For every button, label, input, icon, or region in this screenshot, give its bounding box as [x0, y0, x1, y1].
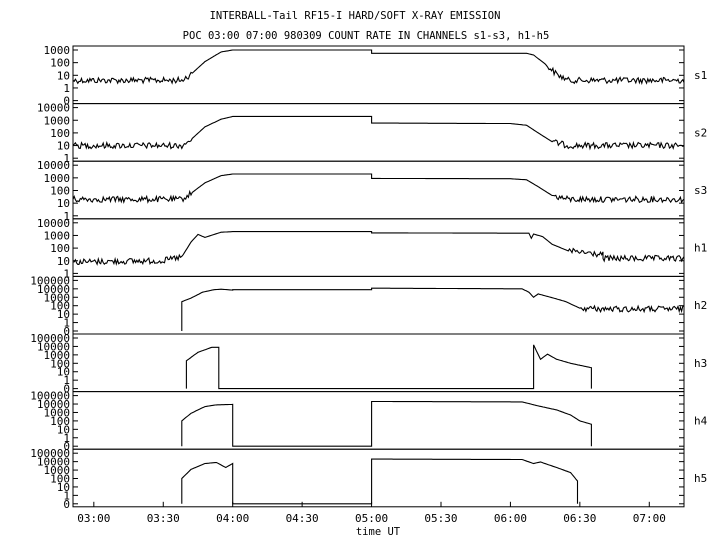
ytick-label-h2-3: 100: [50, 300, 70, 313]
ytick-label-h3-1: 10000: [37, 340, 70, 353]
panel-label-s1: s1: [694, 69, 707, 82]
ytick-label-h5-6: 0: [63, 498, 70, 511]
ytick-label-h3-2: 1000: [44, 349, 71, 362]
ytick-label-h1-4: 1: [63, 267, 70, 280]
ytick-label-s1-1: 100: [50, 57, 70, 70]
ytick-label-h2-0: 100000: [30, 274, 70, 287]
xtick-label-0: 03:00: [77, 512, 110, 525]
chart-subtitle: POC 03:00 07:00 980309 COUNT RATE IN CHA…: [183, 30, 550, 42]
ytick-label-h2-1: 10000: [37, 283, 70, 296]
xtick-label-7: 06:30: [563, 512, 596, 525]
ytick-label-h4-5: 1: [63, 432, 70, 445]
ytick-label-s3-2: 100: [50, 185, 70, 198]
series-line-h1: [72, 231, 685, 267]
ytick-label-s3-1: 1000: [44, 172, 71, 185]
ytick-label-s2-3: 10: [57, 140, 70, 153]
x-axis-ticks: 03:00 03:30 04:00 04:30 05:00 05:30 06:00 06:30…: [77, 501, 666, 525]
ytick-label-s3-0: 10000: [37, 159, 70, 172]
xtick-label-3: 04:30: [286, 512, 319, 525]
ytick-label-h2-2: 1000: [44, 291, 71, 304]
ytick-label-s2-1: 1000: [44, 114, 71, 127]
xtick-label-4: 05:00: [355, 512, 388, 525]
ytick-label-s3-4: 1: [63, 210, 70, 223]
ytick-label-h4-6: 0: [63, 440, 70, 453]
ytick-label-h2-6: 0: [63, 325, 70, 338]
x-axis-label: time UT: [356, 526, 401, 538]
panel-label-h5: h5: [694, 472, 707, 485]
ytick-label-h1-1: 1000: [44, 229, 71, 242]
panel-label-s2: s2: [694, 126, 707, 139]
panel-frame-s1: [72, 45, 685, 105]
ytick-label-h5-3: 100: [50, 473, 70, 486]
ytick-label-h3-6: 0: [63, 383, 70, 396]
ytick-label-s2-0: 10000: [37, 102, 70, 115]
panel-frame-s2: [72, 103, 685, 162]
panel-label-h2: h2: [694, 299, 707, 312]
ytick-label-h3-4: 10: [57, 366, 70, 379]
panel-frame-h4: [72, 391, 685, 450]
ytick-label-s2-2: 100: [50, 127, 70, 140]
ytick-label-h3-0: 100000: [30, 332, 70, 345]
ytick-label-h5-4: 10: [57, 481, 70, 494]
series-line-h5: [181, 458, 579, 505]
ytick-label-h1-2: 100: [50, 242, 70, 255]
series-line-s1: [72, 49, 685, 86]
ytick-label-h2-4: 10: [57, 308, 70, 321]
panels-group: 10001001010s1100001000100101s21000010001…: [30, 44, 707, 511]
series-line-h3: [185, 344, 592, 390]
ytick-label-s1-3: 1: [63, 82, 70, 95]
series-line-s2: [72, 115, 685, 151]
panel-label-s3: s3: [694, 184, 707, 197]
ytick-label-h3-5: 1: [63, 374, 70, 387]
panel-frame-h5: [72, 448, 685, 508]
ytick-label-h4-2: 1000: [44, 406, 71, 419]
ytick-label-h5-5: 1: [63, 489, 70, 502]
ytick-label-h3-3: 100: [50, 357, 70, 370]
ytick-label-h5-2: 1000: [44, 464, 71, 477]
ytick-label-h5-0: 100000: [30, 447, 70, 460]
xtick-label-5: 05:30: [424, 512, 457, 525]
panel-frame-s3: [72, 160, 685, 220]
ytick-label-s1-4: 0: [63, 95, 70, 108]
ytick-label-h4-1: 10000: [37, 398, 70, 411]
panel-frame-h1: [72, 218, 685, 277]
ytick-label-s3-3: 10: [57, 197, 70, 210]
series-line-h2: [181, 287, 685, 331]
panel-frame-h2: [72, 275, 685, 335]
series-line-h4: [181, 400, 592, 447]
ytick-label-h4-4: 10: [57, 423, 70, 436]
series-line-s3: [72, 173, 685, 204]
ytick-label-h1-3: 10: [57, 255, 70, 268]
ytick-label-h4-3: 100: [50, 415, 70, 428]
ytick-label-h2-5: 1: [63, 317, 70, 330]
ytick-label-s1-0: 1000: [44, 44, 71, 57]
ytick-label-s2-4: 1: [63, 152, 70, 165]
xtick-label-2: 04:00: [216, 512, 249, 525]
panel-label-h4: h4: [694, 414, 708, 427]
ytick-label-h5-1: 10000: [37, 456, 70, 469]
panel-label-h1: h1: [694, 242, 707, 255]
ytick-label-h1-0: 10000: [37, 217, 70, 230]
ytick-label-h4-0: 100000: [30, 390, 70, 403]
xtick-label-6: 06:00: [494, 512, 527, 525]
xtick-label-1: 03:30: [147, 512, 180, 525]
chart-title: INTERBALL-Tail RF15-I HARD/SOFT X-RAY EM…: [210, 10, 501, 22]
ytick-label-s1-2: 10: [57, 69, 70, 82]
panel-frame-h3: [72, 333, 685, 393]
xtick-label-8: 07:00: [633, 512, 666, 525]
panel-label-h3: h3: [694, 357, 707, 370]
